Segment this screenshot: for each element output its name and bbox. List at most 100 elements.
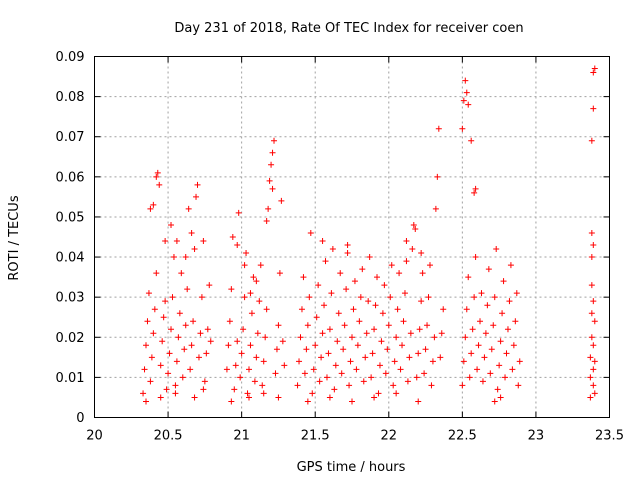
data-point xyxy=(344,250,351,257)
data-point xyxy=(591,318,598,325)
data-point xyxy=(197,330,204,337)
data-point xyxy=(331,386,338,393)
data-point xyxy=(504,326,511,333)
data-point xyxy=(462,334,469,341)
data-points xyxy=(140,65,598,405)
data-point xyxy=(482,330,489,337)
data-point xyxy=(151,306,158,313)
data-point xyxy=(346,382,353,389)
data-point xyxy=(309,390,316,397)
data-point xyxy=(184,286,191,293)
data-point xyxy=(512,318,519,325)
data-point xyxy=(162,238,169,245)
data-point xyxy=(507,262,514,269)
data-point xyxy=(241,294,248,301)
data-point xyxy=(509,366,516,373)
data-point xyxy=(279,338,286,345)
data-point xyxy=(343,286,350,293)
data-point xyxy=(588,229,595,236)
data-point xyxy=(334,338,341,345)
data-point xyxy=(315,282,322,289)
data-point xyxy=(182,254,189,261)
data-point xyxy=(349,334,355,341)
data-point xyxy=(378,338,385,345)
data-point xyxy=(193,193,200,200)
data-point xyxy=(497,394,504,401)
data-point xyxy=(397,366,404,373)
data-point xyxy=(466,374,473,381)
data-point xyxy=(588,334,595,341)
data-point xyxy=(435,125,442,132)
data-point xyxy=(321,302,328,309)
data-point xyxy=(388,262,395,269)
data-point xyxy=(415,398,422,405)
data-point xyxy=(165,370,172,377)
data-point xyxy=(587,374,594,381)
data-point xyxy=(421,370,428,377)
data-point xyxy=(275,394,282,401)
x-axis-label: GPS time / hours xyxy=(297,460,406,475)
data-point xyxy=(351,278,358,285)
data-point xyxy=(200,386,207,393)
data-point xyxy=(323,374,330,381)
data-point xyxy=(471,189,478,196)
data-point xyxy=(234,338,241,345)
data-point xyxy=(406,354,413,361)
data-point xyxy=(243,250,250,257)
data-point xyxy=(248,310,255,317)
data-point xyxy=(172,390,179,397)
data-point xyxy=(143,342,149,349)
y-tick-label: 0 xyxy=(76,411,84,426)
data-point xyxy=(591,358,598,365)
data-point xyxy=(229,234,236,240)
data-point xyxy=(257,262,264,269)
x-tick-label: 21.5 xyxy=(301,429,330,444)
data-point xyxy=(188,342,195,349)
data-point xyxy=(499,310,506,317)
data-point xyxy=(368,374,375,381)
data-point xyxy=(168,221,175,228)
data-point xyxy=(228,286,235,293)
y-tick-label: 0.01 xyxy=(56,371,85,386)
y-tick-label: 0.05 xyxy=(56,210,85,225)
data-point xyxy=(410,221,417,228)
data-point xyxy=(493,246,500,253)
data-point xyxy=(313,314,320,321)
data-point xyxy=(253,278,260,285)
data-point xyxy=(143,398,149,405)
data-point xyxy=(246,366,252,373)
x-axis: 20 20.5 21 21.5 22 22.5 23 23.5 xyxy=(86,56,624,444)
data-point xyxy=(190,318,197,325)
data-point xyxy=(481,354,488,361)
data-point xyxy=(235,209,242,216)
data-point xyxy=(494,386,501,393)
data-point xyxy=(241,262,248,269)
data-point xyxy=(265,205,272,212)
data-point xyxy=(407,330,414,337)
data-point xyxy=(375,390,382,397)
data-point xyxy=(140,390,147,397)
data-point xyxy=(396,270,403,277)
data-point xyxy=(276,270,283,277)
data-point xyxy=(502,374,509,381)
data-point xyxy=(145,290,152,297)
data-point xyxy=(403,258,410,265)
data-point xyxy=(384,346,391,353)
data-point xyxy=(328,290,335,297)
data-point xyxy=(347,358,354,365)
data-point xyxy=(319,238,326,245)
data-point xyxy=(360,378,367,385)
data-point xyxy=(157,394,164,401)
data-point xyxy=(472,254,479,261)
data-point xyxy=(399,342,406,349)
data-point xyxy=(179,374,186,381)
data-point xyxy=(425,294,432,301)
data-point xyxy=(194,181,201,188)
x-tick-label: 22.5 xyxy=(448,429,477,444)
data-point xyxy=(271,137,278,144)
data-point xyxy=(175,334,182,341)
y-tick-label: 0.09 xyxy=(56,50,85,65)
data-point xyxy=(356,318,363,325)
data-point xyxy=(353,366,360,373)
y-axis-label: ROTI / TECUs xyxy=(7,195,22,280)
